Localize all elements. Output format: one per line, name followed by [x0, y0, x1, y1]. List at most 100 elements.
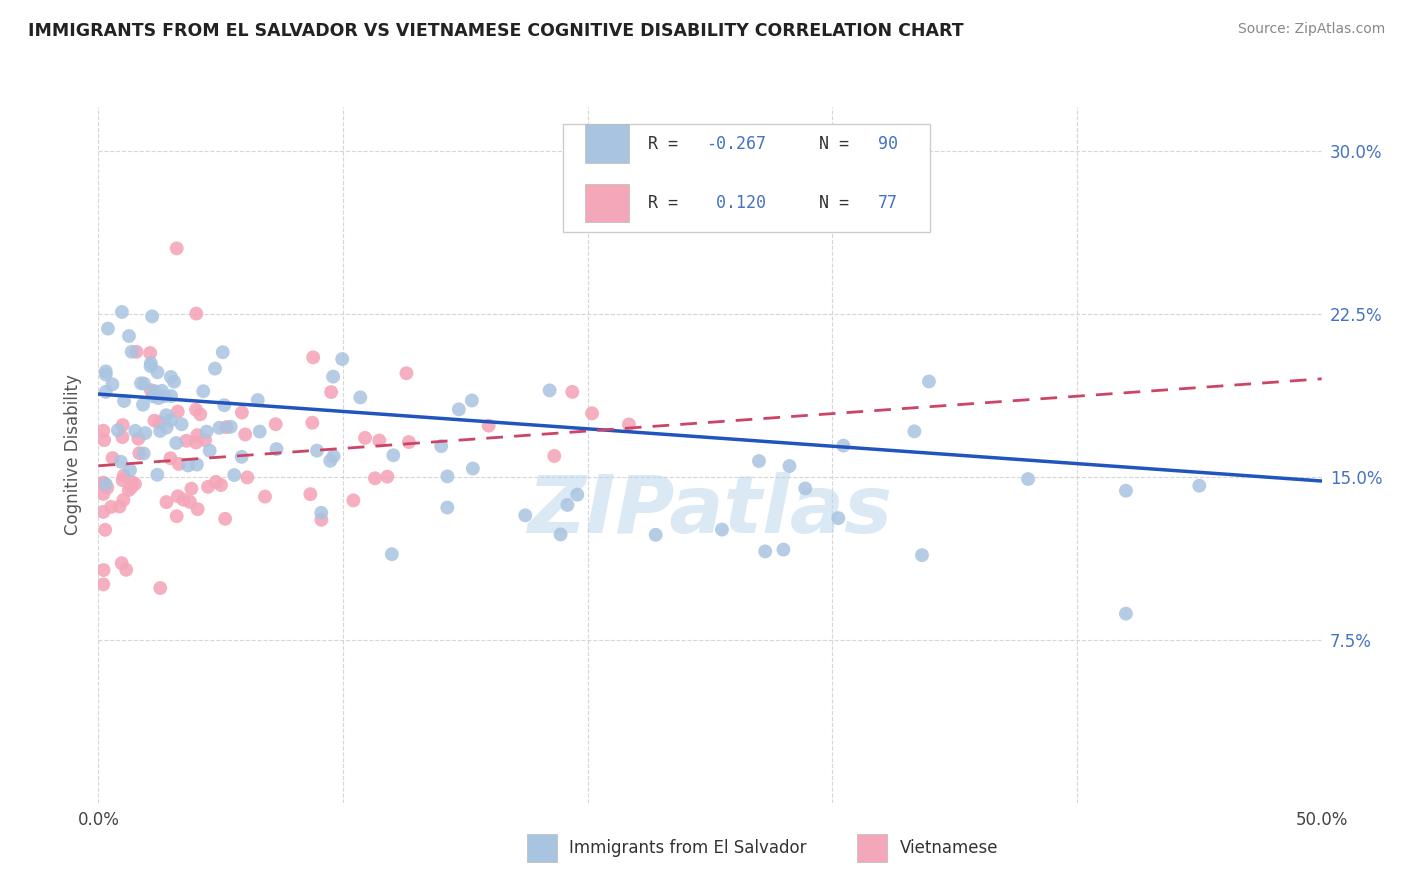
Point	[124, 424, 146, 438]
Point	[150, 384, 173, 398]
Point	[134, 425, 156, 440]
Point	[160, 389, 183, 403]
Point	[214, 512, 236, 526]
Point	[231, 450, 253, 464]
Point	[193, 384, 215, 399]
Point	[91, 487, 114, 501]
Point	[94, 384, 117, 399]
Point	[1115, 483, 1137, 498]
Point	[155, 420, 177, 434]
Point	[567, 488, 589, 502]
Point	[543, 449, 565, 463]
Point	[354, 431, 377, 445]
Point	[125, 344, 148, 359]
Text: Vietnamese: Vietnamese	[900, 839, 998, 857]
Point	[94, 477, 117, 491]
Point	[301, 416, 323, 430]
Point	[209, 478, 232, 492]
Point	[215, 420, 238, 434]
Point	[478, 418, 501, 433]
Point	[561, 384, 583, 399]
Point	[368, 434, 391, 448]
FancyBboxPatch shape	[585, 184, 630, 222]
Point	[342, 493, 364, 508]
Point	[153, 389, 176, 403]
Point	[911, 548, 934, 562]
Point	[142, 389, 165, 403]
Point	[236, 470, 259, 484]
Point	[246, 393, 269, 408]
Point	[115, 563, 138, 577]
Point	[101, 450, 124, 465]
Point	[141, 310, 163, 324]
Point	[184, 402, 207, 417]
Point	[231, 406, 253, 420]
Point	[111, 417, 134, 432]
Point	[139, 359, 162, 373]
Point	[118, 463, 141, 477]
Point	[461, 393, 484, 408]
Point	[124, 477, 146, 491]
Point	[91, 475, 114, 490]
Point	[710, 523, 733, 537]
Point	[94, 368, 117, 382]
Point	[195, 425, 218, 439]
Point	[212, 398, 235, 412]
Point	[107, 423, 129, 437]
Point	[143, 414, 166, 428]
Text: 90: 90	[877, 135, 897, 153]
Text: R =: R =	[648, 135, 688, 153]
Point	[179, 495, 201, 509]
Point	[155, 408, 177, 422]
Point	[311, 513, 333, 527]
Point	[550, 527, 572, 541]
Point	[111, 305, 134, 319]
Point	[395, 366, 418, 380]
Point	[129, 376, 152, 391]
Point	[364, 471, 387, 485]
Point	[1115, 607, 1137, 621]
Point	[188, 407, 211, 421]
Text: Immigrants from El Salvador: Immigrants from El Salvador	[569, 839, 807, 857]
Point	[330, 352, 353, 367]
Point	[208, 421, 231, 435]
Point	[382, 448, 405, 462]
Point	[111, 556, 134, 570]
Point	[97, 321, 120, 335]
Point	[160, 413, 183, 427]
Point	[375, 469, 398, 483]
Point	[224, 468, 246, 483]
Point	[211, 345, 233, 359]
Point	[180, 482, 202, 496]
Point	[148, 391, 170, 405]
Point	[205, 475, 228, 489]
Point	[349, 391, 371, 405]
Point	[515, 508, 537, 523]
Point	[111, 473, 134, 487]
Point	[187, 502, 209, 516]
Point	[305, 443, 328, 458]
Point	[146, 467, 169, 482]
Point	[94, 364, 117, 378]
Text: IMMIGRANTS FROM EL SALVADOR VS VIETNAMESE COGNITIVE DISABILITY CORRELATION CHART: IMMIGRANTS FROM EL SALVADOR VS VIETNAMES…	[28, 22, 963, 40]
Point	[538, 384, 561, 398]
Point	[91, 577, 114, 591]
Point	[398, 435, 420, 450]
Point	[100, 500, 122, 514]
Point	[381, 547, 404, 561]
Point	[132, 446, 155, 460]
Point	[132, 398, 155, 412]
Point	[322, 369, 344, 384]
Text: N =: N =	[818, 135, 859, 153]
Point	[128, 446, 150, 460]
Point	[264, 417, 287, 432]
Point	[96, 481, 118, 495]
Point	[132, 376, 155, 391]
Point	[778, 458, 800, 473]
Point	[120, 481, 142, 495]
Point	[184, 435, 207, 450]
Point	[173, 492, 195, 507]
Point	[159, 451, 181, 466]
Point	[166, 509, 188, 524]
Point	[249, 425, 271, 439]
